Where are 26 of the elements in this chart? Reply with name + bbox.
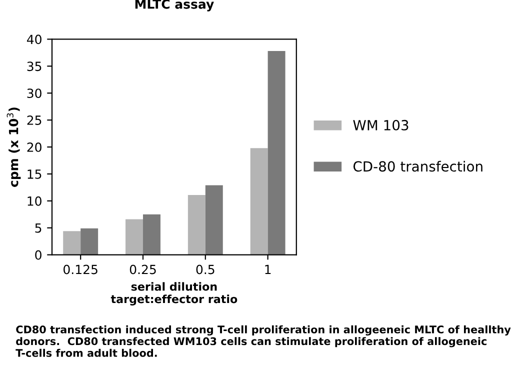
bar (80, 228, 98, 255)
y-tick-label: 30 (27, 88, 42, 98)
y-axis-title: cpm (x 10$^{3}$) (6, 108, 21, 187)
bar (188, 194, 206, 255)
x-tick-label: 0.5 (196, 264, 214, 274)
x-tick-label: 0.125 (64, 264, 98, 274)
y-tick-label: 20 (27, 142, 42, 152)
bar (268, 51, 286, 255)
legend-label: CD-80 transfection (353, 160, 482, 172)
legend-label: WM 103 (353, 120, 408, 130)
x-tick-label: 1 (265, 264, 271, 274)
x-tick-label: 0.25 (130, 264, 156, 274)
bar (205, 185, 223, 255)
bar (142, 214, 160, 255)
y-tick-label: 25 (27, 116, 42, 125)
bar (63, 231, 81, 255)
bar (250, 148, 268, 255)
y-tick-label: 40 (26, 34, 42, 44)
y-tick-label: 35 (27, 62, 42, 72)
bar (126, 219, 143, 255)
x-axis-title: serial dilution target:effector ratio (110, 282, 238, 306)
y-tick-label: 15 (28, 170, 42, 179)
y-tick-label: 10 (28, 196, 42, 206)
y-tick-label: 0 (35, 250, 42, 260)
y-tick-label: 5 (35, 223, 42, 233)
text: CD80 transfection induced strong T-cell proliferation in allogeeneic MLTC of heallthy donors. CD80 transfected WM103 cells can stimulate proliferation of allogeneic T-cells from adult blood. (16, 325, 511, 357)
